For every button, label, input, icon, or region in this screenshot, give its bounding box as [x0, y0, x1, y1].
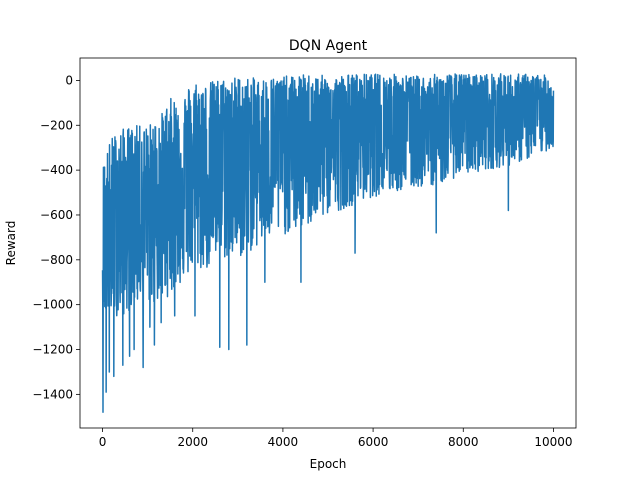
y-tick-label: 0 [65, 73, 73, 87]
x-tick-label: 8000 [448, 435, 479, 449]
series-layer [101, 73, 555, 414]
chart-title: DQN Agent [289, 38, 368, 54]
x-tick-label: 0 [99, 435, 107, 449]
y-tick-label: −200 [40, 118, 73, 132]
plot-frame [79, 57, 577, 429]
reward-series-line [101, 73, 555, 414]
y-tick-label: −1400 [32, 387, 73, 401]
y-axis: −1400 −1200 −1000 −800 −600 −400 −200 0 [32, 73, 80, 401]
x-tick-label: 6000 [358, 435, 389, 449]
x-tick-label: 2000 [177, 435, 208, 449]
x-tick-label: 4000 [268, 435, 299, 449]
y-tick-label: −400 [40, 163, 73, 177]
x-tick-label: 10000 [534, 435, 572, 449]
y-axis-label: Reward [4, 221, 18, 266]
x-axis-label: Epoch [310, 457, 347, 471]
y-tick-label: −1000 [32, 298, 73, 312]
x-axis: 0 2000 4000 6000 8000 10000 [99, 428, 573, 449]
y-tick-label: −800 [40, 253, 73, 267]
y-tick-label: −1200 [32, 343, 73, 357]
y-tick-label: −600 [40, 208, 73, 222]
